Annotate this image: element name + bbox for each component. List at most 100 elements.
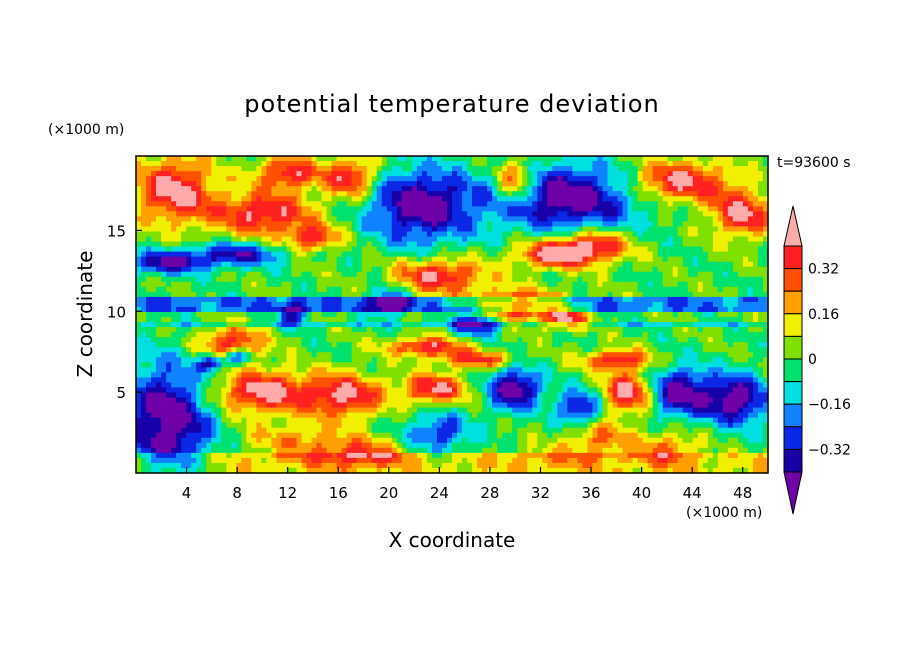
heat-cell bbox=[386, 161, 393, 167]
heat-cell bbox=[441, 201, 448, 207]
heat-cell bbox=[627, 166, 634, 172]
heat-cell bbox=[221, 311, 227, 318]
heat-cell bbox=[727, 216, 734, 223]
heat-cell bbox=[446, 156, 453, 162]
heat-cell bbox=[231, 156, 237, 162]
heat-cell bbox=[647, 156, 654, 162]
heat-cell bbox=[431, 196, 438, 202]
heat-cell bbox=[577, 322, 584, 328]
heat-cell bbox=[216, 337, 222, 343]
heat-cell bbox=[366, 327, 373, 333]
heat-cell bbox=[717, 306, 724, 313]
heat-cell bbox=[291, 216, 298, 223]
heat-cell bbox=[281, 347, 288, 353]
heat-cell bbox=[597, 231, 604, 238]
heat-cell bbox=[391, 241, 398, 248]
heat-cell bbox=[687, 286, 694, 293]
heat-cell bbox=[316, 231, 323, 238]
heat-cell bbox=[502, 296, 508, 303]
heat-cell bbox=[391, 332, 398, 338]
heat-cell bbox=[326, 181, 333, 187]
heat-cell bbox=[236, 342, 242, 348]
heat-cell bbox=[452, 256, 458, 263]
heat-cell bbox=[356, 251, 363, 258]
heat-cell bbox=[727, 342, 734, 348]
heat-cell bbox=[732, 176, 739, 182]
heat-cell bbox=[512, 291, 518, 298]
heat-cell bbox=[567, 256, 573, 263]
heat-cell bbox=[667, 181, 674, 187]
heat-cell bbox=[632, 176, 639, 182]
heat-cell bbox=[306, 221, 313, 228]
heat-cell bbox=[717, 332, 724, 338]
heat-cell bbox=[752, 226, 759, 233]
heat-cell bbox=[597, 271, 604, 278]
heat-cell bbox=[251, 286, 257, 293]
heat-cell bbox=[301, 166, 308, 172]
heat-cell bbox=[612, 337, 619, 343]
heat-cell bbox=[542, 322, 548, 328]
heat-cell bbox=[341, 211, 348, 217]
heat-cell bbox=[206, 186, 212, 192]
heat-cell bbox=[687, 226, 694, 233]
heat-cell bbox=[211, 276, 217, 283]
heat-cell bbox=[336, 156, 343, 162]
heat-cell bbox=[296, 241, 303, 248]
heat-cell bbox=[146, 186, 152, 192]
heat-cell bbox=[186, 317, 192, 323]
heat-cell bbox=[722, 296, 729, 303]
heat-cell bbox=[697, 276, 704, 283]
heat-cell bbox=[171, 211, 177, 217]
heat-cell bbox=[677, 246, 684, 253]
heat-cell bbox=[151, 306, 157, 313]
heat-cell bbox=[286, 236, 293, 243]
heat-cell bbox=[462, 296, 468, 303]
heat-cell bbox=[652, 216, 659, 223]
heat-cell bbox=[311, 216, 318, 223]
heat-cell bbox=[386, 337, 393, 343]
heat-cell bbox=[386, 176, 393, 182]
heat-cell bbox=[657, 241, 664, 248]
heat-cell bbox=[477, 166, 483, 172]
heat-cell bbox=[361, 226, 368, 233]
heat-cell bbox=[176, 166, 182, 172]
heat-cell bbox=[201, 221, 207, 228]
heat-cell bbox=[271, 311, 278, 318]
heat-cell bbox=[421, 221, 428, 228]
heat-cell bbox=[216, 251, 222, 258]
heat-cell bbox=[467, 176, 473, 182]
heat-cell bbox=[331, 201, 338, 207]
heat-cell bbox=[306, 281, 313, 288]
heat-cell bbox=[727, 317, 734, 323]
heat-cell bbox=[361, 196, 368, 202]
heat-cell bbox=[161, 186, 167, 192]
heat-cell bbox=[416, 156, 423, 162]
heat-cell bbox=[386, 266, 393, 273]
heat-cell bbox=[261, 201, 268, 207]
heat-cell bbox=[667, 322, 674, 328]
heat-cell bbox=[657, 171, 664, 177]
heat-cell bbox=[637, 276, 644, 283]
heat-cell bbox=[662, 322, 669, 328]
heat-cell bbox=[692, 251, 699, 258]
heat-cell bbox=[241, 156, 247, 162]
heat-cell bbox=[346, 266, 353, 273]
heat-cell bbox=[602, 161, 609, 167]
heat-cell bbox=[672, 266, 679, 273]
heat-cell bbox=[401, 196, 408, 202]
heat-cell bbox=[697, 261, 704, 268]
heat-cell bbox=[271, 291, 278, 298]
heat-cell bbox=[201, 301, 207, 308]
heat-cell bbox=[492, 211, 498, 217]
heat-cell bbox=[386, 251, 393, 258]
heat-cell bbox=[617, 236, 624, 243]
heat-cell bbox=[321, 296, 328, 303]
heat-cell bbox=[396, 306, 403, 313]
heat-cell bbox=[386, 342, 393, 348]
heat-cell bbox=[717, 291, 724, 298]
heat-cell bbox=[301, 246, 308, 253]
heat-cell bbox=[321, 286, 328, 293]
heat-cell bbox=[241, 332, 247, 338]
heat-cell bbox=[682, 281, 689, 288]
heat-cell bbox=[712, 322, 719, 328]
